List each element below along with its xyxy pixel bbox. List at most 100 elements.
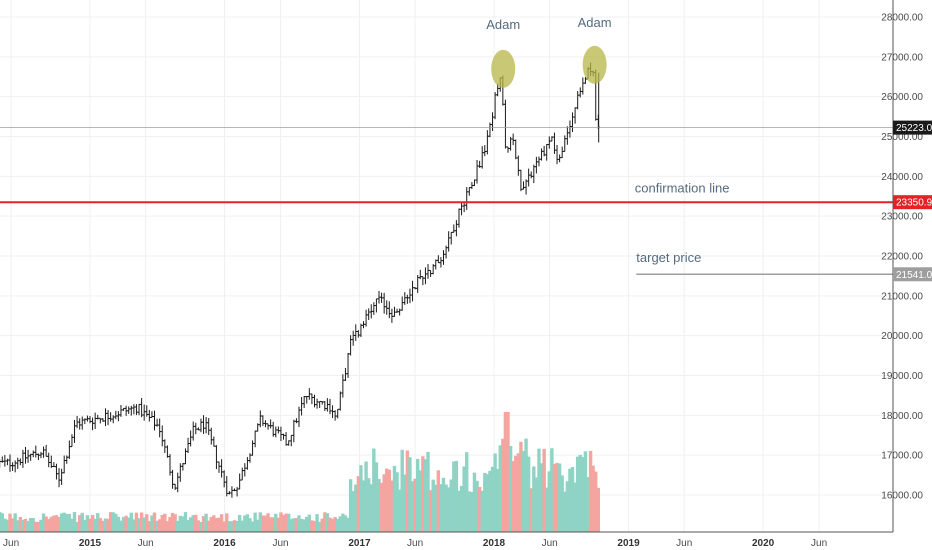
ohlc-bar	[220, 459, 224, 478]
ohlc-bar	[271, 421, 275, 437]
volume-bar	[18, 516, 23, 532]
y-tick-label: 28000.00	[881, 13, 923, 24]
volume-bar	[121, 517, 126, 532]
ohlc-bar	[439, 257, 443, 268]
ohlc-bar	[426, 264, 430, 279]
volume-bar	[80, 512, 84, 532]
ohlc-bar	[534, 156, 538, 174]
ohlc-bar	[385, 300, 389, 315]
ohlc-bar	[346, 352, 350, 378]
ohlc-bar	[380, 292, 384, 303]
volume-bar	[286, 513, 291, 532]
volume-bar	[434, 484, 438, 532]
ohlc-bar	[398, 308, 402, 316]
ohlc-bar	[485, 130, 489, 155]
ohlc-bar	[413, 287, 417, 290]
volume-bar	[436, 470, 441, 532]
volume-bar	[397, 489, 402, 532]
ohlc-bar	[472, 179, 476, 187]
volume-bar	[485, 474, 490, 532]
ohlc-bar	[431, 264, 435, 275]
ohlc-bar	[227, 491, 231, 495]
ohlc-bar	[416, 274, 420, 294]
volume-bar	[333, 517, 337, 532]
volume-bar	[201, 516, 206, 532]
volume-bars	[0, 412, 601, 532]
ohlc-bar	[573, 107, 577, 124]
price-bars	[0, 62, 600, 498]
volume-bar	[26, 520, 30, 532]
volume-bar	[537, 448, 541, 532]
ohlc-bar	[137, 403, 141, 416]
ohlc-bar	[214, 445, 218, 470]
volume-bar	[235, 520, 239, 532]
volume-bar	[490, 466, 495, 532]
volume-bar	[188, 517, 193, 532]
ohlc-bar	[209, 427, 213, 445]
ohlc-bar	[403, 292, 407, 305]
ohlc-bar	[576, 91, 580, 110]
volume-bar	[377, 478, 381, 532]
volume-bar	[39, 519, 43, 532]
ohlc-bar	[310, 393, 314, 405]
ohlc-bar	[511, 133, 515, 146]
volume-bar	[483, 472, 487, 532]
volume-bar	[498, 445, 502, 532]
ohlc-bar	[462, 202, 466, 213]
volume-bar	[472, 472, 477, 532]
ohlc-bar	[0, 459, 2, 468]
ohlc-bar	[307, 388, 311, 400]
volume-bar	[395, 472, 399, 532]
volume-bar	[366, 478, 371, 532]
volume-bar	[227, 521, 232, 532]
volume-bar	[5, 519, 10, 532]
volume-bar	[506, 412, 510, 532]
ohlc-bar	[160, 425, 164, 447]
volume-bar	[446, 487, 451, 532]
volume-bar	[297, 515, 301, 532]
volume-bar	[0, 513, 4, 532]
x-tick-label: 2018	[483, 538, 506, 549]
volume-bar	[444, 484, 448, 532]
volume-bar	[542, 448, 546, 532]
volume-bar	[470, 491, 474, 532]
ohlc-bar	[369, 304, 373, 319]
volume-bar	[83, 519, 87, 532]
ohlc-bar	[457, 208, 461, 228]
volume-bar	[219, 514, 224, 532]
ohlc-bar	[282, 433, 286, 440]
volume-bar	[106, 518, 110, 532]
highlight-ellipse	[582, 45, 607, 84]
volume-bar	[503, 412, 508, 532]
ohlc-bar	[454, 220, 458, 237]
ohlc-bar	[475, 160, 479, 184]
ohlc-bar	[124, 405, 128, 416]
volume-bar	[454, 460, 459, 532]
volume-bar	[181, 516, 185, 532]
highlight-ellipse	[491, 49, 516, 88]
annotations: Adam Adam confirmation line target price	[486, 15, 729, 265]
price-tag	[893, 120, 932, 135]
ohlc-bar	[78, 418, 82, 430]
volume-bar	[10, 518, 15, 532]
volume-bar	[555, 462, 559, 532]
volume-bar	[390, 480, 394, 532]
ohlc-bar	[478, 160, 482, 168]
volume-bar	[369, 484, 373, 532]
volume-bar	[21, 519, 25, 532]
ohlc-bar	[168, 454, 172, 476]
y-tick-label: 25000.00	[881, 132, 923, 143]
ohlc-bar	[465, 187, 469, 210]
ohlc-bar	[248, 453, 252, 463]
ohlc-bar	[568, 120, 572, 138]
ohlc-bar	[300, 397, 304, 416]
volume-bar	[261, 515, 265, 532]
volume-bar	[415, 458, 420, 532]
x-tick-label: Jun	[811, 538, 827, 549]
volume-bar	[34, 521, 38, 532]
volume-bar	[330, 518, 335, 532]
ellipses	[491, 45, 607, 88]
volume-bar	[103, 518, 108, 532]
volume-bar	[529, 488, 533, 532]
volume-bar	[52, 515, 56, 532]
